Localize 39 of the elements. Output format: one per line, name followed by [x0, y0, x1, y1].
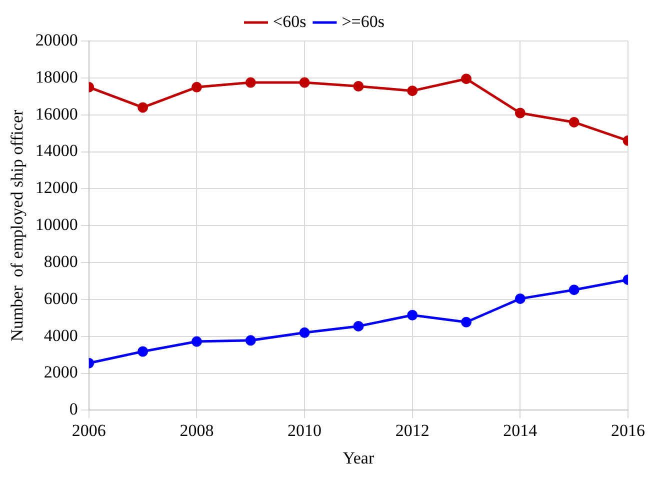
- x-tick-label: 2014: [503, 420, 538, 440]
- point: [299, 77, 310, 88]
- point: [191, 336, 202, 347]
- point: [138, 346, 148, 357]
- x-tick-label: 2016: [611, 420, 645, 440]
- point: [514, 108, 526, 118]
- x-axis-title: Year: [342, 448, 374, 468]
- y-tick-label: 6000: [44, 288, 78, 308]
- y-axis-title: Number of employed ship officer: [8, 110, 27, 342]
- y-tick-label: 18000: [35, 67, 78, 86]
- point: [299, 327, 310, 338]
- y-tick-label: 20000: [35, 30, 78, 50]
- y-tick-label: 16000: [35, 104, 78, 124]
- point: [353, 80, 364, 92]
- point: [461, 74, 472, 84]
- y-tick-label: 8000: [44, 252, 78, 271]
- point: [245, 335, 256, 346]
- point: [245, 77, 256, 88]
- y-tick-label: 14000: [35, 141, 78, 160]
- y-tick-label: 10000: [35, 215, 78, 234]
- point: [353, 320, 364, 332]
- point: [407, 86, 418, 96]
- point: [407, 310, 418, 320]
- y-tick-label: 12000: [35, 178, 78, 198]
- point: [568, 284, 580, 296]
- legend-label: <60s: [273, 12, 306, 31]
- x-tick-label: 2006: [72, 420, 106, 440]
- point: [138, 102, 148, 113]
- legend-label: >=60s: [342, 12, 385, 31]
- point: [191, 82, 202, 92]
- x-tick-label: 2010: [288, 420, 322, 440]
- x-tick-label: 2012: [395, 420, 430, 440]
- x-tick-label: 2008: [180, 420, 214, 440]
- point: [514, 293, 526, 304]
- point: [568, 116, 580, 128]
- y-tick-label: 2000: [44, 362, 78, 382]
- y-tick-label: 0: [69, 400, 78, 419]
- y-tick-label: 4000: [44, 326, 78, 345]
- point: [461, 316, 472, 328]
